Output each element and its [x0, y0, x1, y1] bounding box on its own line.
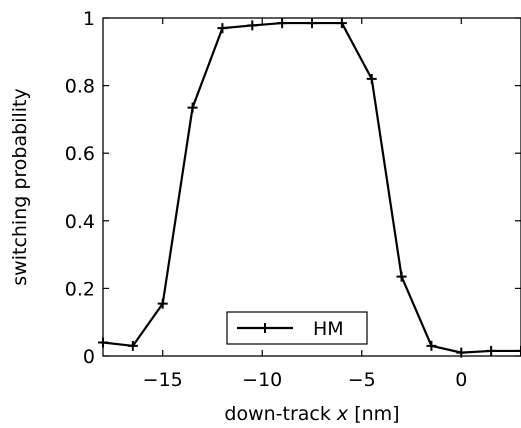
data-point — [396, 271, 407, 282]
data-point — [277, 18, 288, 29]
data-point — [456, 347, 467, 358]
legend-label: HM — [313, 318, 344, 340]
y-tick-label: 1 — [83, 8, 95, 30]
x-axis-label-unit: [nm] — [348, 403, 399, 425]
data-point — [98, 337, 108, 348]
data-point — [426, 340, 437, 351]
data-point — [217, 23, 228, 34]
axes: −15 −10 −5 0 0 0.2 0.4 0.6 0.8 1 — [65, 8, 521, 391]
y-tick-label: 0.8 — [65, 76, 95, 98]
x-tick-label: −15 — [143, 369, 183, 391]
x-tick-label: −5 — [348, 369, 376, 391]
x-tick-label: −10 — [242, 369, 282, 391]
data-point — [187, 102, 198, 113]
y-axis-label: switching probability — [9, 88, 31, 285]
data-point — [157, 298, 168, 309]
data-point — [516, 345, 521, 356]
y-tick-label: 0 — [83, 346, 95, 368]
y-tick-label: 0.4 — [65, 211, 95, 233]
plot-frame — [102, 17, 521, 357]
data-point — [247, 20, 258, 31]
data-point — [127, 340, 138, 351]
data-point — [366, 73, 377, 84]
legend: HM — [226, 311, 368, 345]
series-layer — [98, 18, 521, 358]
data-point — [336, 18, 347, 29]
x-axis-label-variable: x — [336, 403, 349, 425]
y-tick-label: 0.6 — [65, 143, 95, 165]
x-axis-label: down-track x [nm] — [224, 403, 399, 425]
y-tick-label: 0.2 — [65, 278, 95, 300]
data-point — [486, 345, 497, 356]
legend-marker-sample — [260, 323, 270, 333]
x-tick-label: 0 — [455, 369, 467, 391]
x-axis-label-prefix: down-track — [224, 403, 337, 425]
data-point — [307, 18, 317, 29]
